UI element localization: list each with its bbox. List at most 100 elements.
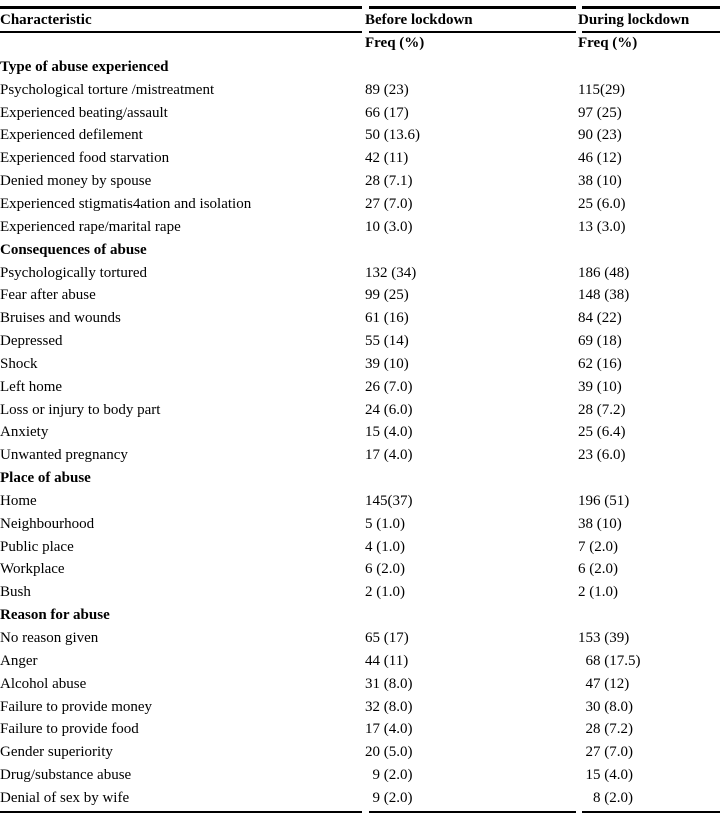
table-row: Failure to provide money 32 (8.0) 30 (8.0… xyxy=(0,696,720,719)
before-value: 24 (6.0) xyxy=(365,401,413,418)
rule-segment xyxy=(582,31,720,33)
table-top-rule xyxy=(0,6,720,9)
table-row: Denied money by spouse 28 (7.1) 38 (10) xyxy=(0,170,720,193)
during-value: 115(29) xyxy=(578,81,625,98)
during-value: 7 (2.0) xyxy=(578,538,618,555)
row-label: Psychological torture /mistreatment xyxy=(0,81,215,98)
table-row: Left home 26 (7.0) 39 (10) xyxy=(0,376,720,399)
section-title: Reason for abuse xyxy=(0,607,110,624)
table-row: Depressed 55 (14) 69 (18) xyxy=(0,330,720,353)
freq-subheader-before: Freq (%) xyxy=(365,35,425,51)
table-row: Alcohol abuse 31 (8.0) 47 (12) xyxy=(0,673,720,696)
row-label: Gender superiority xyxy=(0,744,113,761)
rule-segment xyxy=(369,6,576,9)
table-row: Public place 4 (1.0) 7 (2.0) xyxy=(0,536,720,559)
before-value: 89 (23) xyxy=(365,81,409,98)
table-row: Psychologically tortured 132 (34) 186 (48) xyxy=(0,262,720,285)
column-header-characteristic: Characteristic xyxy=(0,11,92,28)
during-value: 69 (18) xyxy=(578,333,622,350)
during-value: 38 (10) xyxy=(578,173,622,190)
row-label: Bush xyxy=(0,584,31,601)
row-label: Fear after abuse xyxy=(0,287,96,304)
rule-segment xyxy=(0,6,362,9)
before-value: 61 (16) xyxy=(365,310,409,327)
row-label: Neighbourhood xyxy=(0,515,95,532)
during-value: 153 (39) xyxy=(578,630,630,647)
row-label: Denial of sex by wife xyxy=(0,789,130,806)
before-value: 15 (4.0) xyxy=(365,424,413,441)
rule-segment xyxy=(0,31,362,33)
before-value: 17 (4.0) xyxy=(365,721,413,738)
before-value: 26 (7.0) xyxy=(365,378,413,395)
row-label: Bruises and wounds xyxy=(0,310,121,327)
table-row: Experienced rape/marital rape 10 (3.0) 13 … xyxy=(0,216,720,239)
during-value: 25 (6.0) xyxy=(578,195,626,212)
during-value: 38 (10) xyxy=(578,515,622,532)
before-value: 28 (7.1) xyxy=(365,173,413,190)
before-value: 5 (1.0) xyxy=(365,515,405,532)
rule-segment xyxy=(582,811,720,813)
before-value: 9 (2.0) xyxy=(365,767,413,784)
row-label: Failure to provide money xyxy=(0,698,153,715)
before-value: 4 (1.0) xyxy=(365,538,405,555)
before-value: 50 (13.6) xyxy=(365,127,420,144)
before-value: 132 (34) xyxy=(365,264,417,281)
table-row: Shock 39 (10) 62 (16) xyxy=(0,353,720,376)
section-title: Place of abuse xyxy=(0,470,91,487)
during-value: 15 (4.0) xyxy=(578,767,634,784)
row-label: Experienced beating/assault xyxy=(0,104,168,121)
before-value: 99 (25) xyxy=(365,287,409,304)
row-label: Drug/substance abuse xyxy=(0,767,132,784)
table-row: Unwanted pregnancy 17 (4.0) 23 (6.0) xyxy=(0,444,720,467)
before-value: 2 (1.0) xyxy=(365,584,405,601)
before-value: 44 (11) xyxy=(365,652,409,669)
row-label: Shock xyxy=(0,355,38,372)
during-value: 196 (51) xyxy=(578,492,630,509)
during-value: 28 (7.2) xyxy=(578,401,626,418)
freq-subheader-during: Freq (%) xyxy=(578,35,638,51)
table-row: Bruises and wounds 61 (16) 84 (22) xyxy=(0,307,720,330)
table-row: No reason given 65 (17) 153 (39) xyxy=(0,627,720,650)
column-header-during-lockdown: During lockdown xyxy=(578,11,690,28)
row-label: No reason given xyxy=(0,630,99,647)
row-label: Experienced defilement xyxy=(0,127,143,144)
table-row: Experienced beating/assault 66 (17) 97 (25… xyxy=(0,102,720,125)
during-value: 28 (7.2) xyxy=(578,721,634,738)
before-value: 17 (4.0) xyxy=(365,447,413,464)
section-header-row: Place of abuse xyxy=(0,467,720,490)
row-label: Depressed xyxy=(0,333,63,350)
table-row: Anger 44 (11) 68 (17.5) xyxy=(0,650,720,673)
table-row: Failure to provide food 17 (4.0) 28 (7.2) xyxy=(0,718,720,741)
table-row: Fear after abuse 99 (25) 148 (38) xyxy=(0,284,720,307)
during-value: 148 (38) xyxy=(578,287,630,304)
column-header-before-lockdown: Before lockdown xyxy=(365,11,473,28)
before-value: 9 (2.0) xyxy=(365,789,413,806)
during-value: 68 (17.5) xyxy=(578,652,641,669)
row-label: Anxiety xyxy=(0,424,49,441)
during-value: 90 (23) xyxy=(578,127,622,144)
table-row: Home 145(37) 196 (51) xyxy=(0,490,720,513)
table-row: Loss or injury to body part 24 (6.0) 28 (7… xyxy=(0,399,720,422)
table-row: Neighbourhood 5 (1.0) 38 (10) xyxy=(0,513,720,536)
table-row: Workplace 6 (2.0) 6 (2.0) xyxy=(0,559,720,582)
section-title: Consequences of abuse xyxy=(0,241,147,258)
row-label: Loss or injury to body part xyxy=(0,401,161,418)
table-row: Experienced food starvation 42 (11) 46 (12… xyxy=(0,147,720,170)
rule-segment xyxy=(369,811,576,813)
section-title: Type of abuse experienced xyxy=(0,58,169,75)
table-row: Bush 2 (1.0) 2 (1.0) xyxy=(0,581,720,604)
during-value: 30 (8.0) xyxy=(578,698,634,715)
before-value: 20 (5.0) xyxy=(365,744,413,761)
during-value: 27 (7.0) xyxy=(578,744,634,761)
table-body: Type of abuse experienced Psychological t… xyxy=(0,56,720,810)
before-value: 10 (3.0) xyxy=(365,218,413,235)
table-row: Drug/substance abuse 9 (2.0) 15 (4.0) xyxy=(0,764,720,787)
table-row: Gender superiority 20 (5.0) 27 (7.0) xyxy=(0,741,720,764)
row-label: Experienced stigmatis4ation and isolatio… xyxy=(0,195,252,212)
during-value: 97 (25) xyxy=(578,104,622,121)
rule-segment xyxy=(582,6,720,9)
before-value: 145(37) xyxy=(365,492,413,509)
table-row: Denial of sex by wife 9 (2.0) 8 (2.0) xyxy=(0,787,720,810)
section-header-row: Consequences of abuse xyxy=(0,239,720,262)
freq-subheader-row: Freq (%) Freq (%) xyxy=(0,31,720,56)
